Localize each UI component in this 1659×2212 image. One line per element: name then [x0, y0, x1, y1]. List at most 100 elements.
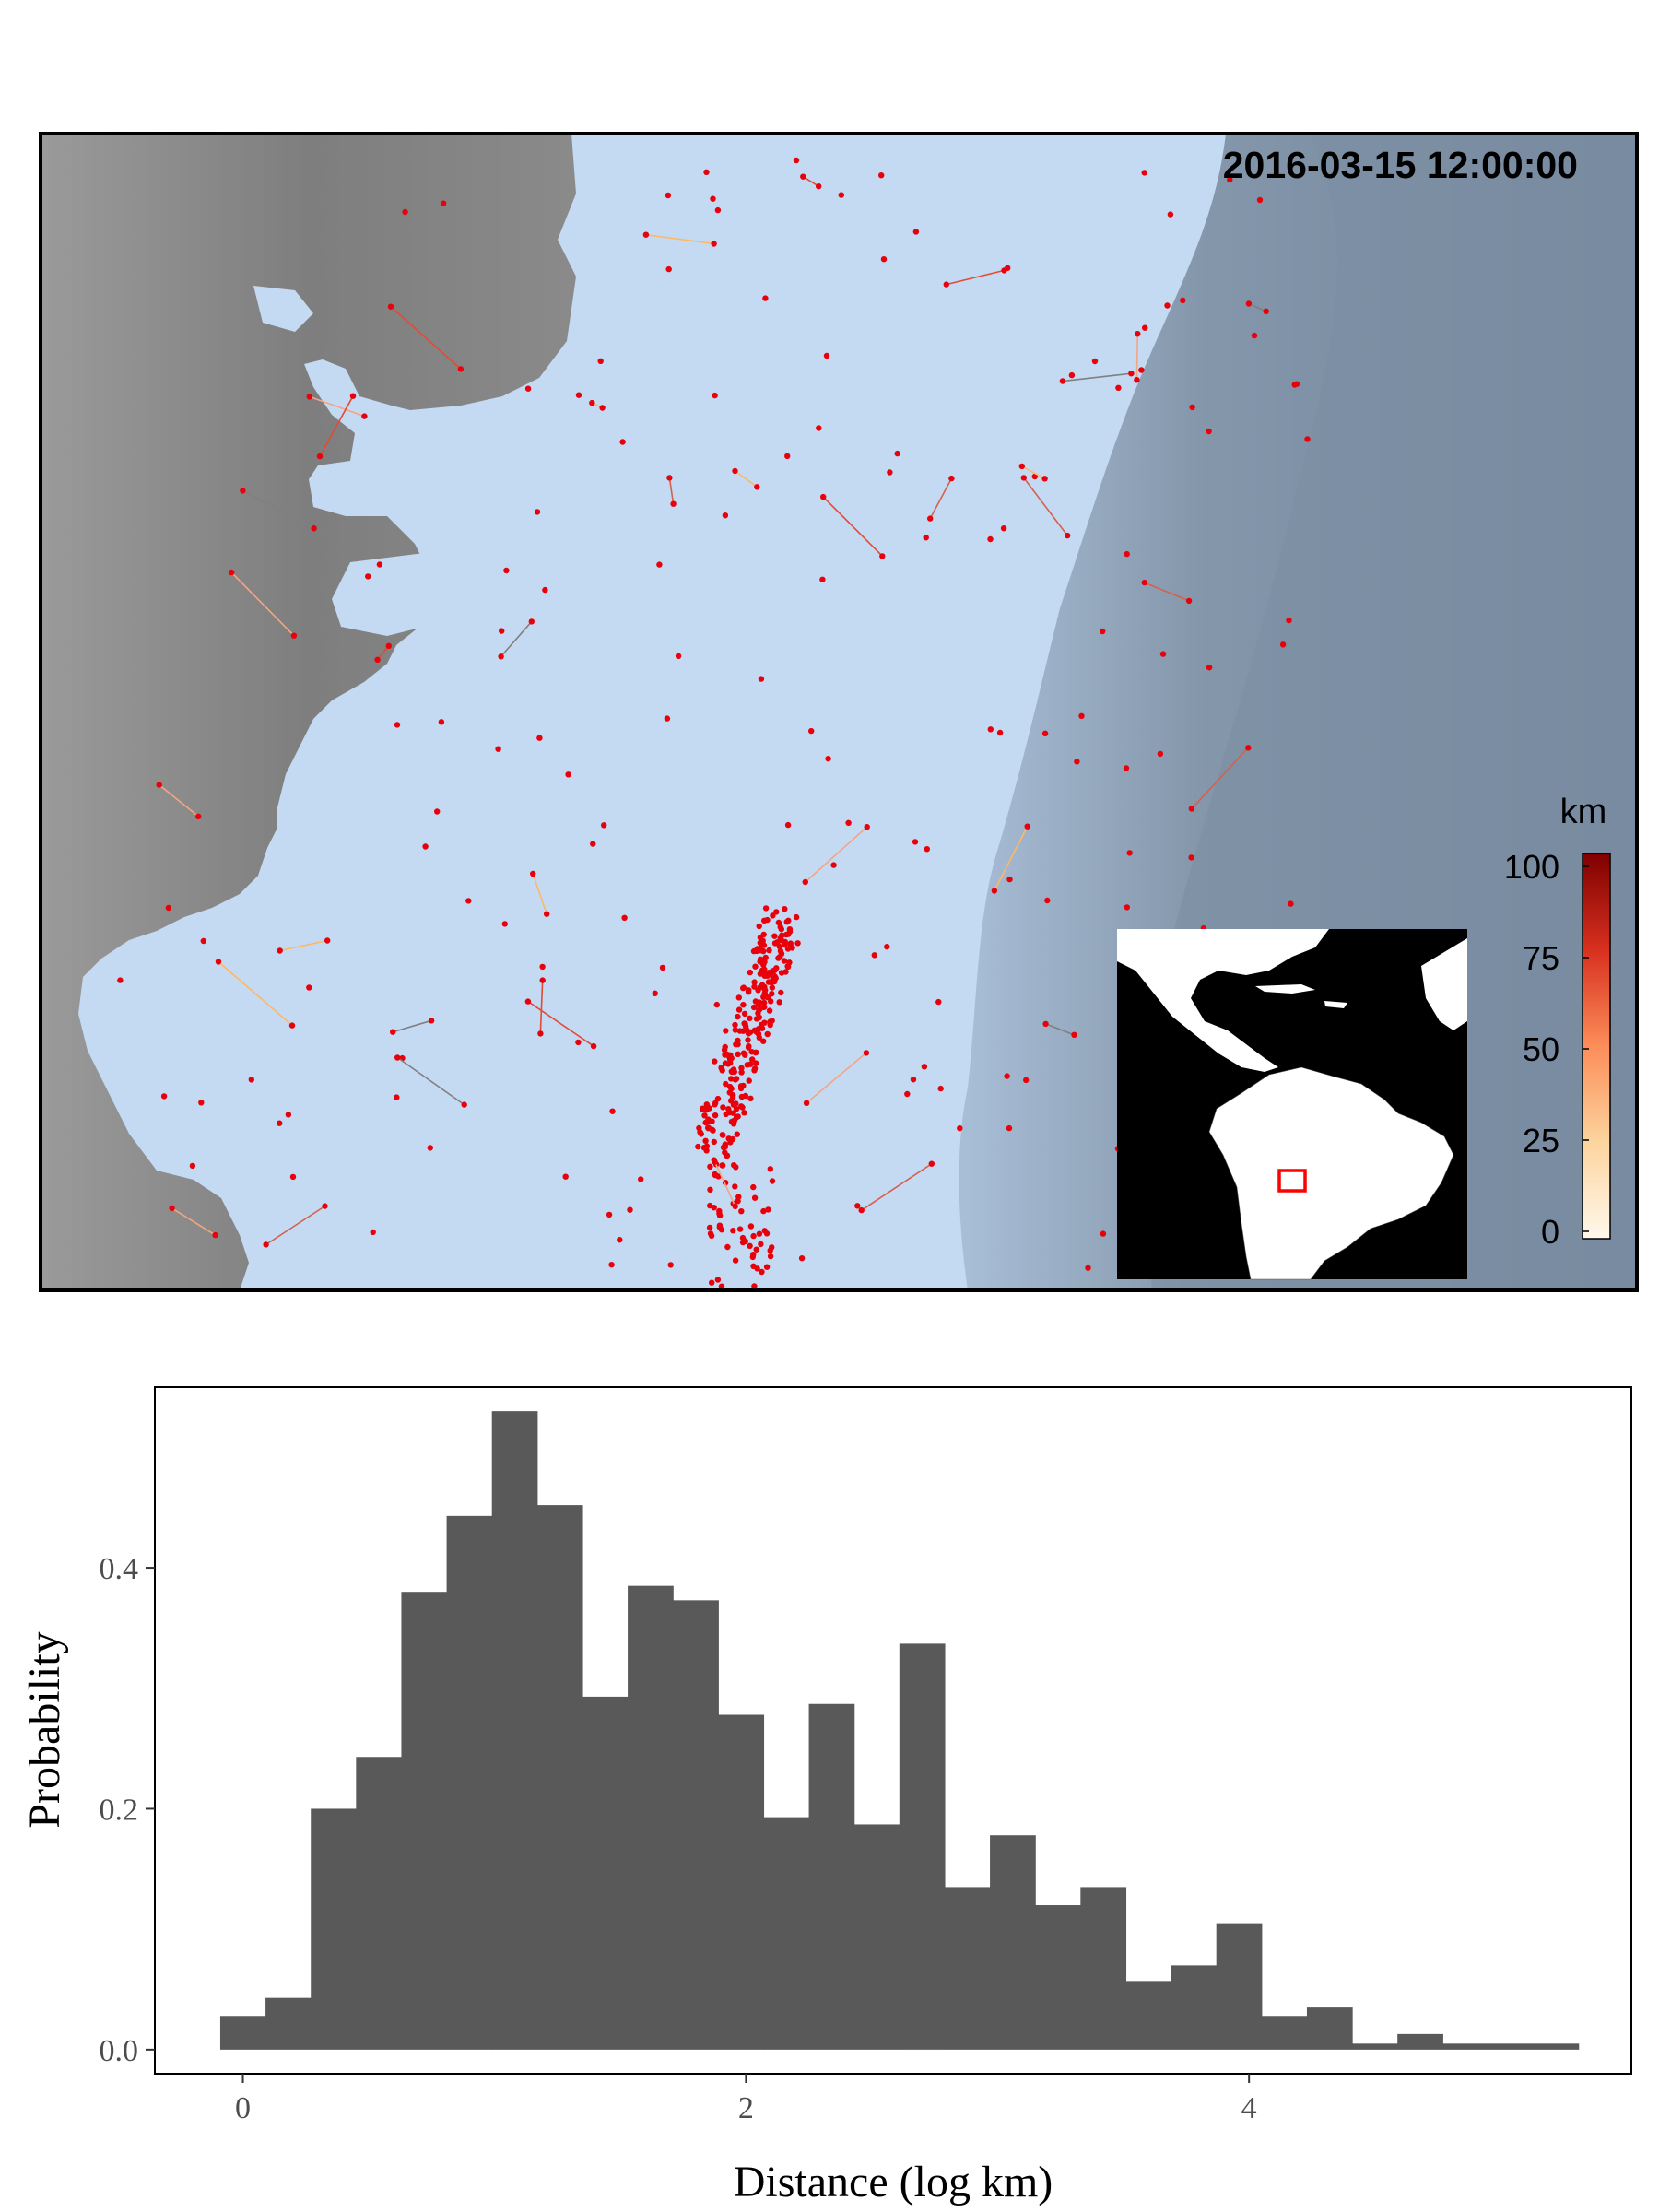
vessel-track — [1023, 477, 1068, 536]
vessel-dot — [787, 940, 794, 947]
vessel-dot — [365, 573, 371, 580]
vessel-dot — [761, 990, 768, 996]
vessel-dot — [937, 1085, 944, 1092]
vessel-dot — [1124, 904, 1131, 911]
vessel-dot — [858, 1206, 865, 1214]
land-mass — [41, 134, 576, 1290]
vessel-dot — [428, 1018, 435, 1024]
vessel-track — [1045, 1023, 1075, 1036]
vessel-dot — [727, 1098, 735, 1104]
vessel-dot — [761, 966, 768, 973]
vessel-dot — [751, 979, 758, 985]
histogram-bars — [219, 1411, 1580, 2050]
vessel-dot — [707, 1186, 713, 1194]
vessel-dot — [948, 475, 955, 482]
vessel-track — [159, 783, 199, 818]
vessel-dot — [1074, 759, 1080, 765]
vessel-dot — [276, 947, 283, 954]
vessel-dot — [1041, 730, 1049, 736]
vessel-dot — [777, 924, 783, 930]
vessel-dot — [376, 561, 383, 568]
vessel-dot — [539, 963, 546, 971]
vessel-dot — [575, 392, 582, 398]
vessel-dot — [712, 1058, 718, 1065]
vessel-dot — [747, 1223, 755, 1230]
vessel-dot — [1042, 1020, 1049, 1028]
vessel-dot — [617, 1237, 623, 1243]
vessel-dot — [904, 1090, 911, 1098]
vessel-dot — [816, 425, 822, 431]
vessel-dot — [927, 515, 934, 522]
vessel-dot — [609, 1108, 616, 1114]
vessel-dot — [747, 969, 753, 976]
vessel-dot — [695, 1143, 701, 1150]
vessel-dot — [724, 1243, 731, 1251]
vessel-dot — [370, 1229, 376, 1236]
vessel-dot — [501, 921, 508, 927]
colorbar-gradient — [1582, 853, 1611, 1240]
histogram-bar — [1216, 1923, 1263, 2050]
vessel-dot — [652, 990, 658, 997]
y-axis-label: Probability — [20, 1631, 69, 1828]
vessel-dot — [705, 1125, 712, 1132]
inset-africa — [1421, 938, 1467, 1030]
vessel-dot — [390, 1029, 396, 1035]
vessel-dot — [1018, 463, 1026, 470]
vessel-dot — [769, 1244, 775, 1251]
vessel-dot — [720, 1104, 726, 1111]
vessel-dot — [1185, 597, 1193, 605]
vessel-track — [265, 1205, 325, 1246]
vessel-dot — [732, 467, 738, 475]
vessel-dot — [735, 1051, 741, 1058]
vessel-dot — [760, 999, 768, 1006]
vessel-dot — [385, 642, 392, 649]
x-axis: 0 2 4 — [235, 2074, 1257, 2125]
vessel-dot — [1180, 297, 1186, 304]
vessel-dot — [1041, 476, 1048, 482]
vessel-dot — [737, 1083, 745, 1089]
vessel-dot — [536, 735, 543, 741]
vessel-dot — [714, 1095, 722, 1102]
vessel-dot — [714, 1277, 722, 1283]
histogram-bar — [763, 1817, 810, 2050]
vessel-dot — [912, 229, 920, 235]
vessel-dot — [710, 195, 716, 202]
vessel-dot — [621, 914, 628, 921]
vessel-dot — [165, 904, 172, 912]
vessel-dot — [665, 192, 672, 199]
vessel-dot — [760, 931, 767, 938]
vessel-dot — [762, 295, 769, 301]
vessel-dot — [731, 1162, 737, 1169]
vessel-dot — [675, 653, 682, 659]
vessel-dot — [1141, 170, 1147, 176]
vessel-dot — [539, 977, 546, 983]
vessel-dot — [1135, 331, 1141, 337]
vessel-dot — [1142, 324, 1148, 331]
vessel-dot — [711, 241, 717, 247]
vessel-dot — [1263, 308, 1269, 314]
vessel-dot — [728, 1055, 735, 1062]
vessel-dot — [1123, 765, 1130, 771]
histogram-bar — [219, 2016, 266, 2050]
histogram-bar — [1080, 1887, 1127, 2050]
vessel-track — [218, 960, 293, 1027]
vessel-dot — [590, 841, 596, 847]
vessel-dot — [719, 1162, 726, 1169]
vessel-dot — [864, 824, 870, 830]
vessel-dot — [1004, 1073, 1010, 1079]
vessel-dot — [747, 1015, 753, 1022]
vessel-dot — [778, 989, 784, 996]
vessel-dot — [1044, 897, 1051, 904]
vessel-dot — [784, 821, 792, 829]
vessel-dot — [599, 405, 606, 411]
vessel-dot — [667, 1262, 674, 1268]
vessel-dot — [1078, 712, 1085, 719]
x-tick-label: 2 — [738, 2091, 754, 2125]
vessel-dot — [838, 192, 844, 198]
vessel-dot — [169, 1205, 175, 1212]
vessel-dot — [589, 399, 595, 406]
vessel-dot — [627, 1206, 633, 1213]
vessel-dot — [766, 1007, 773, 1014]
vessel-track — [861, 1163, 933, 1211]
